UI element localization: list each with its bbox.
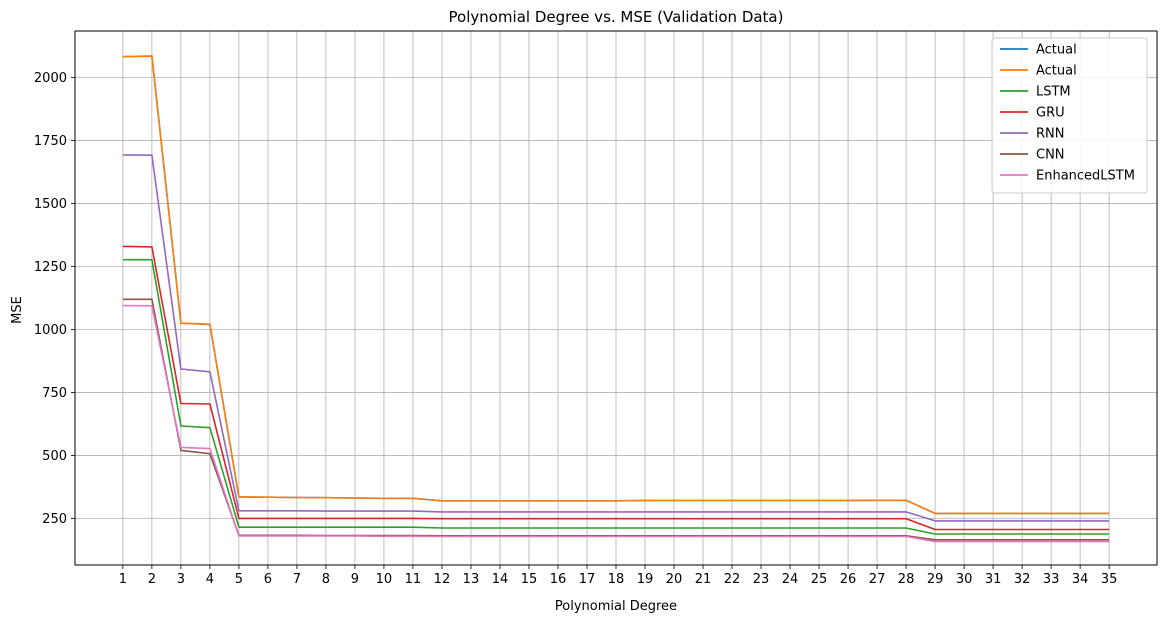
x-tick-label: 8 (322, 572, 330, 587)
chart-title: Polynomial Degree vs. MSE (Validation Da… (449, 8, 784, 26)
x-tick-label: 10 (376, 572, 393, 587)
x-tick-label: 6 (264, 572, 272, 587)
y-axis-label: MSE (10, 296, 25, 324)
y-tick-label: 750 (42, 386, 67, 401)
x-tick-label: 9 (351, 572, 359, 587)
x-tick-label: 3 (177, 572, 185, 587)
legend-label: Actual (1036, 43, 1077, 58)
y-tick-label: 1000 (34, 323, 67, 338)
legend-box (991, 37, 1148, 194)
series-line-1 (122, 55, 1110, 515)
y-tick-label: 1500 (34, 197, 67, 212)
x-tick-label: 4 (206, 572, 214, 587)
x-tick-label: 33 (1043, 572, 1060, 587)
x-tick-label: 23 (753, 572, 770, 587)
x-tick-label: 24 (782, 572, 799, 587)
x-axis-label: Polynomial Degree (555, 599, 677, 614)
x-axis-ticks: 1 2 3 4 5 6 7 8 9 10 11 12 13 14 15 16 17 18 19 20 21 22 23 24 2… (119, 565, 1118, 587)
x-tick-label: 21 (695, 572, 712, 587)
x-tick-label: 16 (550, 572, 567, 587)
x-tick-label: 32 (1014, 572, 1031, 587)
series-line-6 (122, 304, 1110, 543)
y-tick-label: 250 (42, 512, 67, 527)
y-tick-label: 1250 (34, 260, 67, 275)
x-tick-label: 25 (811, 572, 828, 587)
x-tick-label: 2 (148, 572, 156, 587)
series-line-4 (122, 154, 1110, 522)
x-tick-label: 11 (405, 572, 422, 587)
y-tick-label: 2000 (34, 71, 67, 86)
x-tick-label: 27 (869, 572, 886, 587)
y-axis-ticks: 250 500 750 1000 1250 1500 1750 2000 (34, 71, 75, 527)
legend-label: LSTM (1036, 85, 1071, 100)
series-line-2 (122, 258, 1110, 535)
y-tick-label: 1750 (34, 134, 67, 149)
x-tick-label: 26 (840, 572, 857, 587)
x-tick-label: 29 (927, 572, 944, 587)
x-tick-label: 19 (637, 572, 654, 587)
x-tick-label: 15 (521, 572, 538, 587)
x-tick-label: 22 (724, 572, 741, 587)
x-tick-label: 20 (666, 572, 683, 587)
legend-label: Actual (1036, 64, 1077, 79)
grid (75, 31, 1157, 565)
series-lines (122, 55, 1110, 543)
x-tick-label: 13 (463, 572, 480, 587)
x-tick-label: 30 (956, 572, 973, 587)
x-tick-label: 14 (492, 572, 509, 587)
x-tick-label: 18 (608, 572, 625, 587)
x-tick-label: 5 (235, 572, 243, 587)
x-tick-label: 1 (119, 572, 127, 587)
x-tick-label: 17 (579, 572, 596, 587)
legend: Actual Actual LSTM GRU RNN CNN EnhancedLSTM (991, 37, 1148, 194)
x-tick-label: 12 (434, 572, 451, 587)
x-tick-label: 28 (898, 572, 915, 587)
x-tick-label: 7 (293, 572, 301, 587)
x-tick-label: 34 (1072, 572, 1089, 587)
legend-label: GRU (1036, 106, 1065, 121)
legend-label: EnhancedLSTM (1036, 169, 1135, 184)
x-tick-label: 35 (1101, 572, 1118, 587)
legend-label: CNN (1036, 148, 1065, 163)
legend-label: RNN (1036, 127, 1064, 142)
series-line-3 (122, 245, 1110, 531)
y-tick-label: 500 (42, 449, 67, 464)
x-tick-label: 31 (985, 572, 1002, 587)
